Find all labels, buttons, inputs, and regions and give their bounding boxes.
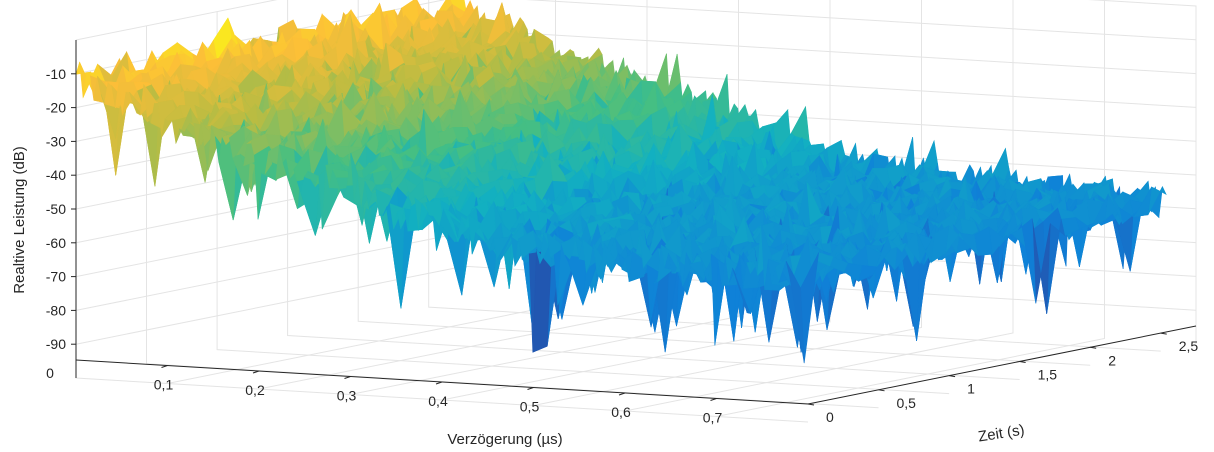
surface-plot — [75, 0, 1167, 364]
grid-line-x-5 — [624, 0, 1014, 412]
grid-line-x-4 — [533, 0, 922, 406]
grid-line-x-6 — [716, 0, 1105, 417]
grid-line-x-2 — [350, 0, 739, 395]
grid-line-x-3 — [441, 0, 831, 401]
grid-box-edge — [75, 0, 1197, 344]
